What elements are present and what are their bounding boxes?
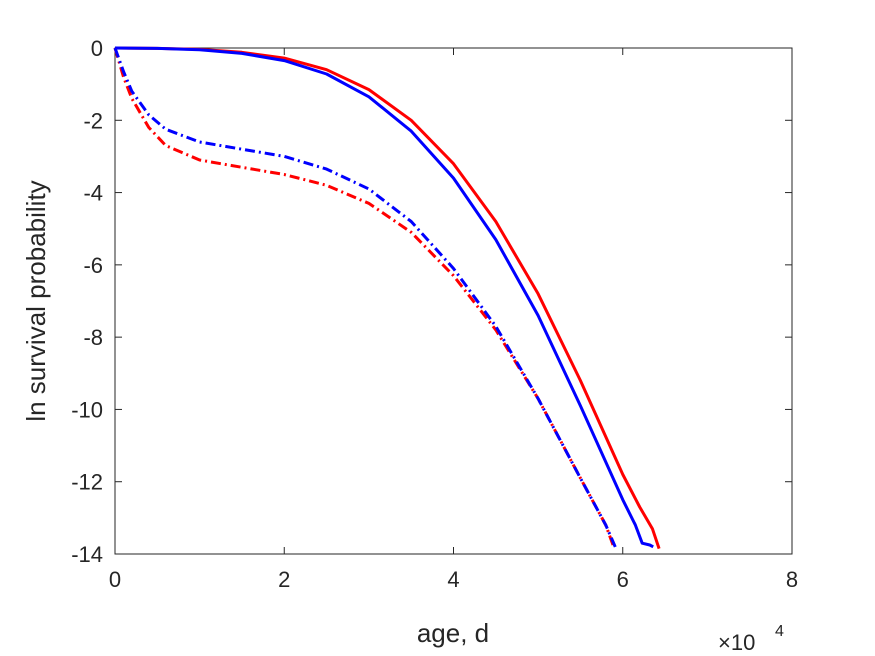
- x-tick-label: 6: [617, 567, 629, 592]
- y-tick-label: -14: [71, 542, 103, 567]
- y-tick-label: 0: [91, 36, 103, 61]
- x-axis-label: age, d: [417, 618, 489, 648]
- x-tick-label: 0: [109, 567, 121, 592]
- plot-area: [114, 47, 793, 555]
- x-exponent-label: ×10 4: [718, 623, 784, 655]
- y-tick-label: -4: [83, 181, 103, 206]
- series-line-2-solid: [114, 46, 654, 549]
- y-tick-label: -6: [83, 253, 103, 278]
- series-line-4-dashdot: [113, 47, 618, 550]
- x-tick-label: 2: [278, 567, 290, 592]
- x-tick-label: 8: [786, 567, 798, 592]
- x-tick-label: 4: [447, 567, 459, 592]
- y-tick-label: -10: [71, 397, 103, 422]
- series-line-3-dashdot: [113, 47, 616, 550]
- y-tick-label: -8: [83, 325, 103, 350]
- series-group: [113, 46, 661, 550]
- tick-labels: 0 2 4 6 8 0 -2 -4 -6 -8 -10 -12 -14: [71, 36, 798, 592]
- y-tick-label: -12: [71, 470, 103, 495]
- y-tick-label: -2: [83, 108, 103, 133]
- x-exponent-base: ×10: [718, 630, 755, 655]
- x-exponent-power: 4: [775, 623, 784, 640]
- y-axis-label: ln survival probability: [21, 180, 51, 421]
